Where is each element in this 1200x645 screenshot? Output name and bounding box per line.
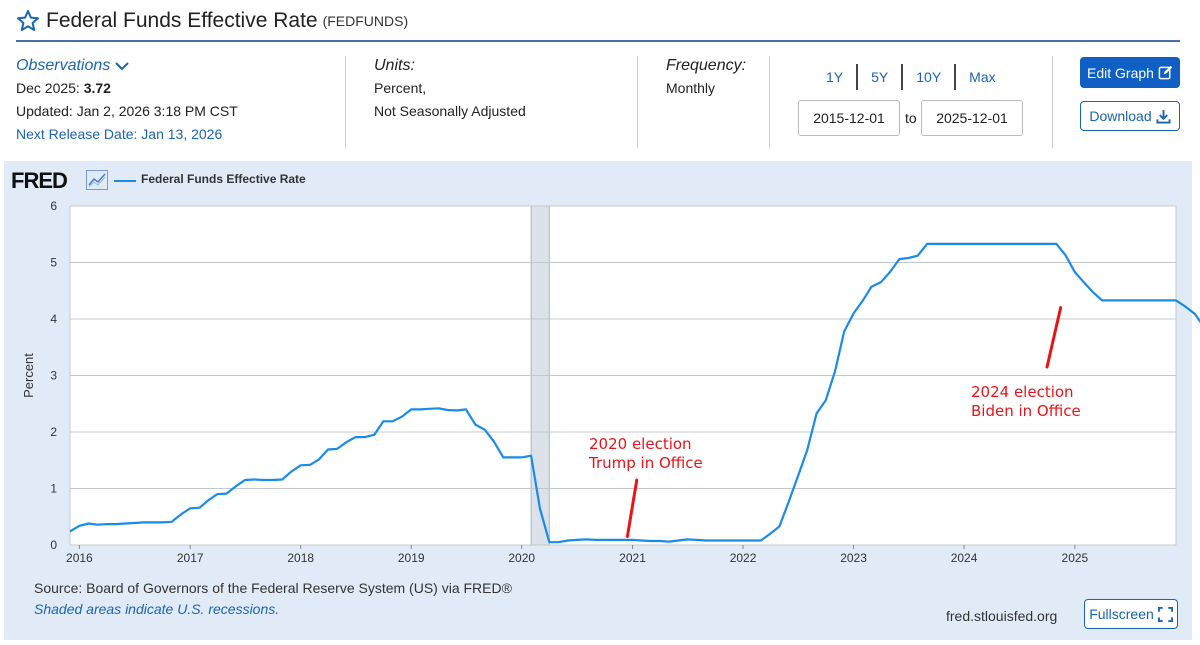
frequency-block: Frequency: Monthly [666,54,746,100]
edit-graph-label: Edit Graph [1087,64,1154,81]
title-divider [16,40,1180,42]
observation-value-row: Dec 2025: 3.72 [16,77,238,100]
frequency-label: Frequency: [666,57,747,74]
edit-icon [1158,65,1173,80]
source-text: Source: Board of Governors of the Federa… [34,580,512,596]
annotation-pointer [625,478,639,539]
page-title: Federal Funds Effective Rate [46,9,318,32]
recession-note-link[interactable]: Shaded areas indicate U.S. recessions. [34,601,280,617]
x-tick-label: 2019 [398,551,425,565]
y-tick-label: 5 [50,256,57,270]
legend-label: Federal Funds Effective Rate [141,172,306,186]
to-label: to [905,110,917,126]
fullscreen-icon [1157,606,1173,622]
observations-block: Observations Dec 2025: 3.72 Updated: Jan… [16,54,238,146]
x-tick-label: 2023 [840,551,867,565]
range-max[interactable]: Max [969,69,996,85]
start-date-input[interactable] [798,100,900,136]
units-block: Units: Percent, Not Seasonally Adjusted [374,54,526,123]
x-tick-label: 2018 [287,551,314,565]
range-1y[interactable]: 1Y [813,64,859,90]
x-tick-label: 2016 [66,551,93,565]
range-selector: 1Y 5Y 10Y Max [813,64,1009,90]
fullscreen-button[interactable]: Fullscreen [1084,599,1178,629]
annotation-line1: 2024 election [971,383,1074,401]
annotation-pointer [1045,306,1063,369]
units-line2: Not Seasonally Adjusted [374,103,526,119]
observation-date: Dec 2025: [16,80,80,96]
annotation-line2: Trump in Office [588,454,703,472]
annotation-line1: 2020 election [589,435,692,453]
y-tick-label: 3 [50,369,57,383]
x-tick-label: 2017 [177,551,204,565]
chevron-down-icon [115,61,129,70]
download-label: Download [1089,108,1152,124]
edit-graph-button[interactable]: Edit Graph [1080,57,1180,88]
units-label: Units: [374,57,415,74]
site-url: fred.stlouisfed.org [946,608,1058,624]
range-5y[interactable]: 5Y [858,64,904,90]
column-divider [1052,56,1053,148]
legend-swatch [114,180,136,182]
annotation-line2: Biden in Office [971,402,1081,420]
observations-dropdown[interactable]: Observations [16,54,238,77]
y-tick-label: 6 [50,199,57,213]
download-button[interactable]: Download [1080,101,1180,131]
fullscreen-label: Fullscreen [1089,606,1154,622]
star-icon[interactable] [16,9,40,33]
series-id: (FEDFUNDS) [322,13,409,29]
series-line [69,242,1200,544]
x-tick-label: 2025 [1062,551,1089,565]
y-tick-label: 0 [50,538,57,552]
x-tick-label: 2022 [730,551,757,565]
y-axis-label: Percent [21,353,36,398]
y-tick-label: 1 [50,482,57,496]
frequency-value: Monthly [666,80,716,96]
column-divider [637,56,638,148]
y-tick-label: 4 [50,312,57,326]
title-row: Federal Funds Effective Rate (FEDFUNDS) [16,6,408,36]
end-date-input[interactable] [921,100,1023,136]
x-tick-label: 2020 [508,551,535,565]
range-10y[interactable]: 10Y [903,64,957,90]
next-release-link[interactable]: Next Release Date: Jan 13, 2026 [16,126,223,142]
units-line1: Percent, [374,80,427,96]
column-divider [345,56,346,148]
y-tick-label: 2 [50,425,57,439]
updated-text: Updated: Jan 2, 2026 3:18 PM CST [16,103,238,119]
observations-label: Observations [16,57,111,74]
x-tick-label: 2021 [619,551,646,565]
chart-type-icon [86,170,108,190]
fred-logo: FRED [11,168,68,193]
column-divider [769,56,770,148]
x-tick-label: 2024 [951,551,978,565]
download-icon [1156,109,1171,124]
observation-value: 3.72 [83,80,111,96]
